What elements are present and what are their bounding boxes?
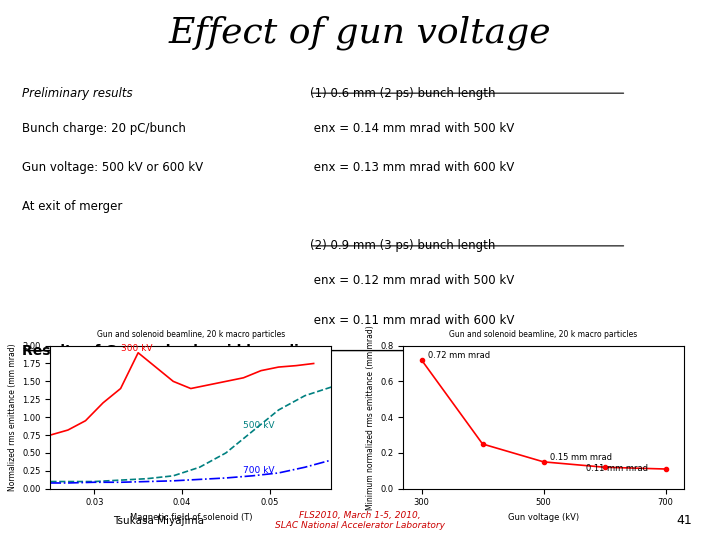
Text: FLS2010, March 1-5, 2010,
SLAC National Accelerator Laboratory: FLS2010, March 1-5, 2010, SLAC National … — [275, 511, 445, 530]
Text: (1) 0.6 mm (2 ps) bunch length: (1) 0.6 mm (2 ps) bunch length — [310, 86, 495, 99]
Text: At exit of merger: At exit of merger — [22, 200, 122, 213]
Text: 700 kV: 700 kV — [243, 466, 275, 475]
Text: enx = 0.12 mm mrad with 500 kV: enx = 0.12 mm mrad with 500 kV — [310, 274, 514, 287]
Y-axis label: Normalized rms emittance (mm mrad): Normalized rms emittance (mm mrad) — [8, 343, 17, 491]
Y-axis label: Minimum normalized rms emittance (mm mrad): Minimum normalized rms emittance (mm mra… — [366, 325, 374, 510]
Text: Bunch charge: 20 pC/bunch: Bunch charge: 20 pC/bunch — [22, 122, 186, 134]
Text: enx = 0.13 mm mrad with 600 kV: enx = 0.13 mm mrad with 600 kV — [310, 161, 514, 174]
X-axis label: Gun voltage (kV): Gun voltage (kV) — [508, 513, 579, 522]
Text: Effect of gun voltage: Effect of gun voltage — [168, 15, 552, 50]
Text: Tsukasa Miyajima: Tsukasa Miyajima — [113, 516, 204, 525]
Text: enx = 0.11 mm mrad with 600 kV: enx = 0.11 mm mrad with 600 kV — [310, 314, 514, 327]
Text: Preliminary results: Preliminary results — [22, 86, 132, 99]
Text: 0.11 mm mrad: 0.11 mm mrad — [586, 464, 648, 473]
Text: 0.72 mm mrad: 0.72 mm mrad — [428, 351, 490, 360]
Text: (2) 0.9 mm (3 ps) bunch length: (2) 0.9 mm (3 ps) bunch length — [310, 239, 495, 252]
Title: Gun and solenoid beamline, 20 k macro particles: Gun and solenoid beamline, 20 k macro pa… — [96, 330, 285, 339]
Title: Gun and solenoid beamline, 20 k macro particles: Gun and solenoid beamline, 20 k macro pa… — [449, 330, 638, 339]
Text: enx = 0.14 mm mrad with 500 kV: enx = 0.14 mm mrad with 500 kV — [310, 122, 514, 134]
Text: 500 kV: 500 kV — [243, 421, 275, 430]
Text: 0.15 mm mrad: 0.15 mm mrad — [549, 453, 612, 462]
Text: Gun voltage: 500 kV or 600 kV: Gun voltage: 500 kV or 600 kV — [22, 161, 203, 174]
Text: Results of Gun and solenoid beamline: Results of Gun and solenoid beamline — [22, 344, 318, 358]
Text: 300 kV: 300 kV — [120, 345, 152, 353]
X-axis label: Magnetic field of solenoid (T): Magnetic field of solenoid (T) — [130, 513, 252, 522]
Text: 41: 41 — [676, 514, 692, 527]
